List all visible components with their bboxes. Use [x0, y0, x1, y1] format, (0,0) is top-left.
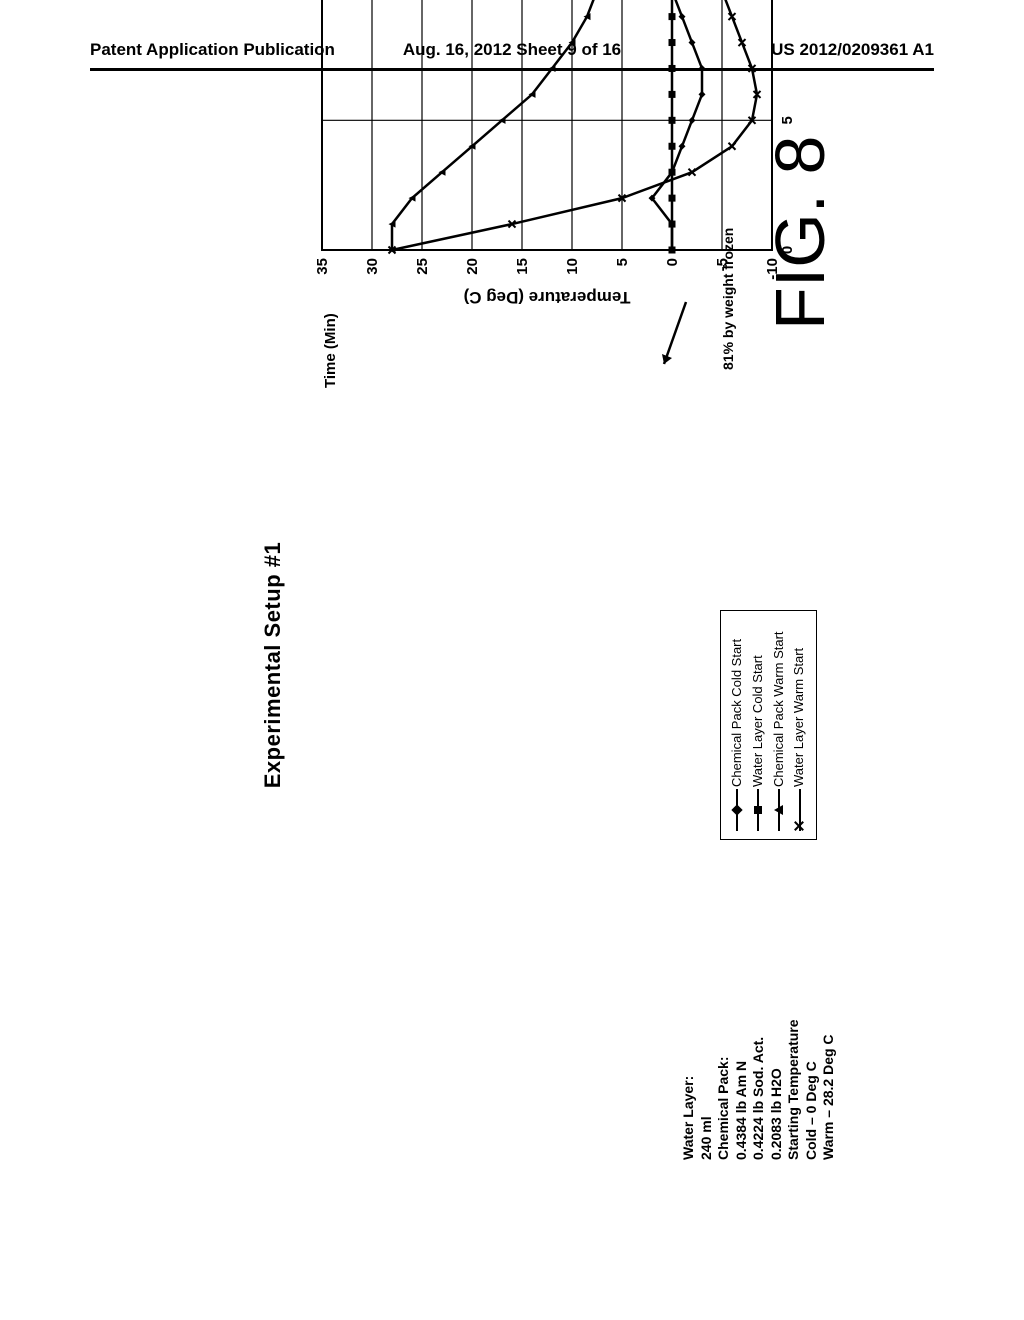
x-axis-label: Time (Min): [322, 313, 339, 388]
annotation-arrow: [656, 292, 696, 382]
svg-text:10: 10: [564, 258, 581, 275]
legend-item: Chemical Pack Cold Start: [727, 619, 748, 831]
figure-label: FIG. 8: [760, 136, 840, 330]
svg-text:20: 20: [464, 258, 481, 275]
cross-marker-icon: [794, 789, 806, 831]
info-block: Water Layer:240 mlChemical Pack:0.4384 l…: [680, 1019, 838, 1160]
svg-text:0: 0: [664, 258, 681, 266]
svg-text:15: 15: [514, 258, 531, 275]
figure-area: Experimental Setup #1 051015202530-10-50…: [120, 170, 910, 1160]
legend-label: Water Layer Cold Start: [748, 655, 769, 787]
chart: 051015202530-10-505101520253035Temperatu…: [310, 0, 820, 310]
svg-text:30: 30: [364, 258, 381, 275]
svg-text:35: 35: [314, 258, 331, 275]
svg-text:25: 25: [414, 258, 431, 275]
annotation-text: 81% by weight frozen: [720, 228, 736, 370]
legend-label: Chemical Pack Warm Start: [769, 631, 790, 787]
chart-title: Experimental Setup #1: [260, 170, 286, 1160]
page: Patent Application Publication Aug. 16, …: [0, 0, 1024, 1320]
square-marker-icon: [752, 789, 764, 831]
diamond-marker-icon: [731, 789, 743, 831]
svg-text:5: 5: [779, 116, 796, 124]
legend-item: Water Layer Warm Start: [789, 619, 810, 831]
legend-item: Chemical Pack Warm Start: [769, 619, 790, 831]
legend-label: Chemical Pack Cold Start: [727, 639, 748, 787]
svg-text:5: 5: [614, 258, 631, 266]
legend-item: Water Layer Cold Start: [748, 619, 769, 831]
svg-text:Temperature (Deg C): Temperature (Deg C): [464, 288, 631, 307]
triangle-marker-icon: [773, 789, 785, 831]
legend: Chemical Pack Cold Start Water Layer Col…: [720, 610, 817, 840]
legend-label: Water Layer Warm Start: [789, 648, 810, 787]
